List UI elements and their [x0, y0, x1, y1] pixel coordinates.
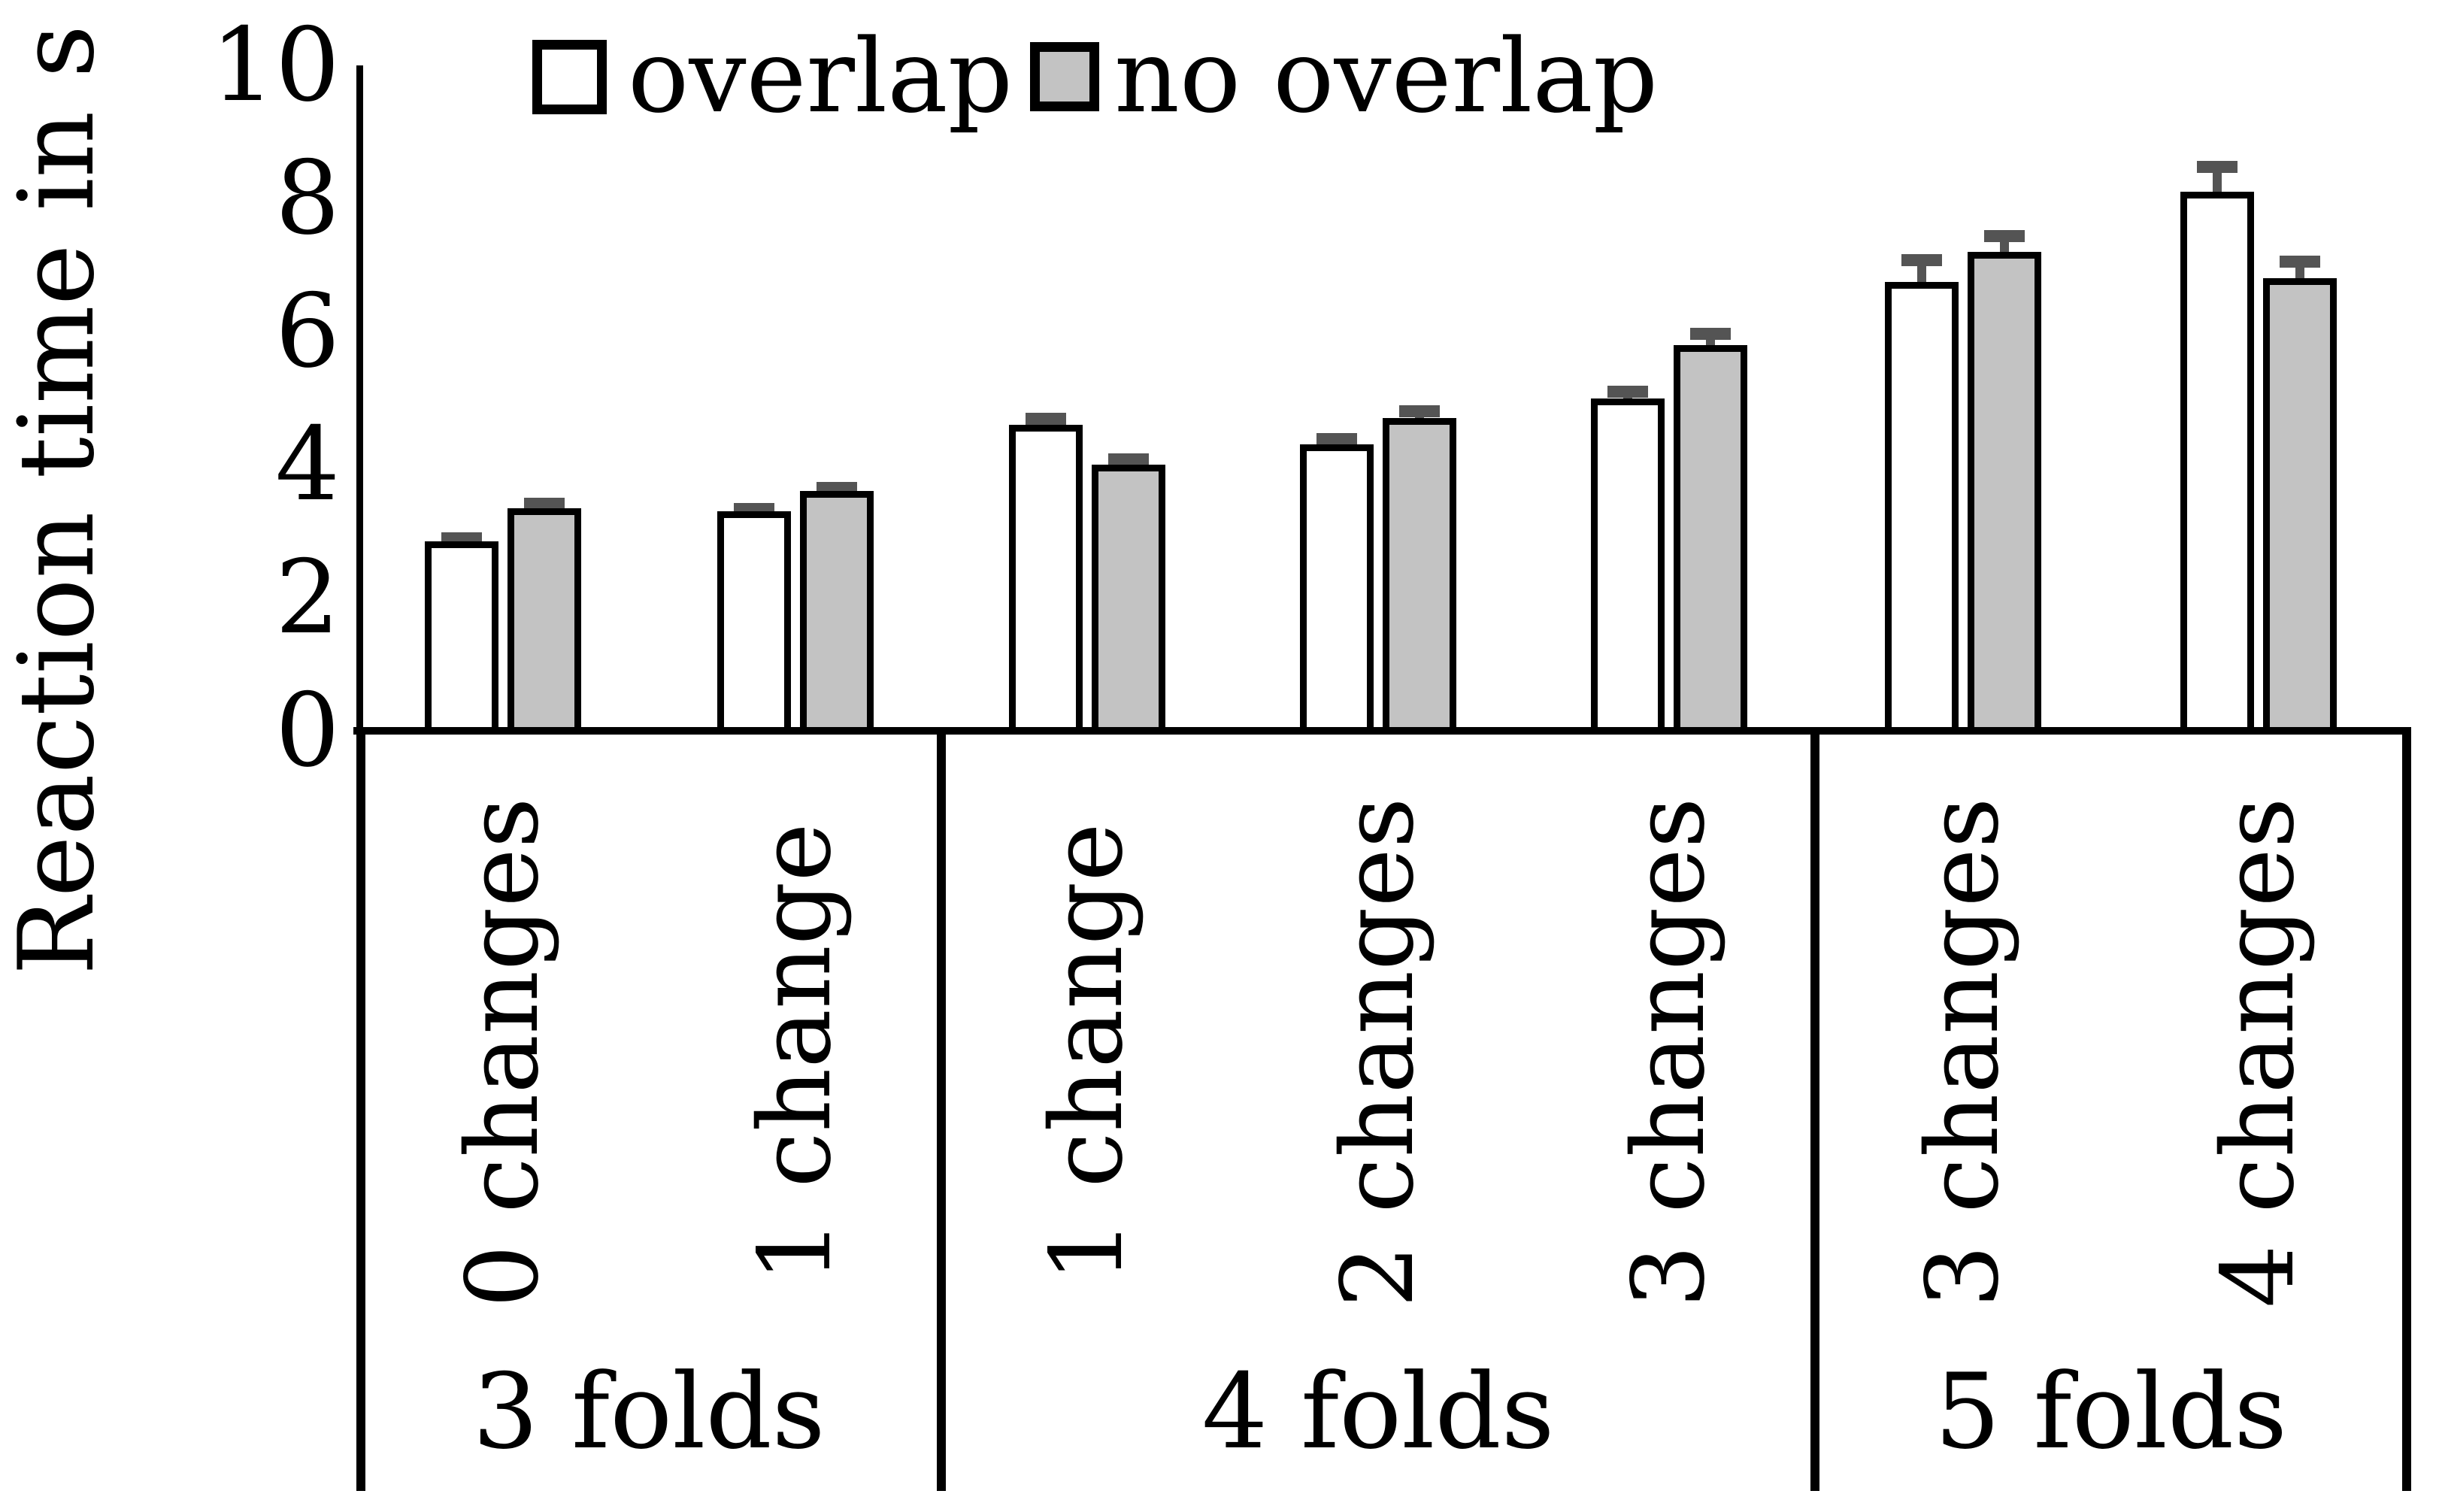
bar-no-overlap — [507, 508, 581, 734]
category-label: 2 changes — [1320, 797, 1436, 1308]
error-bar-cap — [2197, 161, 2238, 174]
error-bar-cap — [1025, 412, 1066, 425]
y-tick-label: 10 — [211, 6, 340, 124]
error-bar-cap — [1901, 254, 1942, 267]
error-bar-cap — [523, 498, 565, 511]
bar-no-overlap — [1674, 344, 1748, 734]
bar-no-overlap — [1383, 418, 1456, 734]
error-bar-stem — [2295, 266, 2305, 280]
error-bar-stem — [1706, 338, 1716, 347]
error-bar-cap — [2280, 256, 2321, 268]
category-label: 3 changes — [1904, 797, 2021, 1308]
y-tick-label: 6 — [275, 272, 340, 390]
error-bar-cap — [1690, 327, 1732, 340]
bar-overlap — [424, 541, 498, 734]
error-bar-cap — [1399, 405, 1440, 418]
error-bar-stem — [1623, 395, 1633, 400]
category-label: 0 changes — [444, 797, 561, 1308]
legend-swatch-overlap — [532, 40, 607, 114]
y-tick-label: 4 — [275, 405, 340, 523]
error-bar-cap — [1607, 385, 1649, 398]
error-bar-cap — [816, 482, 857, 494]
legend: overlap no overlap — [0, 0, 2439, 150]
error-bar-cap — [1983, 229, 2025, 242]
category-label: 1 change — [737, 823, 853, 1283]
legend-label-no-overlap: no overlap — [1114, 17, 1659, 135]
x-axis-baseline — [353, 727, 2410, 735]
group-label: 5 folds — [1934, 1351, 2288, 1472]
y-axis-line — [356, 65, 363, 735]
bar-overlap — [1884, 281, 1959, 734]
y-tick-label: 0 — [275, 671, 340, 789]
group-divider — [937, 727, 946, 1491]
legend-swatch-no-overlap — [1030, 42, 1099, 111]
group-label: 3 folds — [472, 1351, 826, 1472]
bar-no-overlap — [1967, 251, 2041, 734]
table-left-border — [356, 727, 365, 1491]
bar-overlap — [2180, 192, 2255, 734]
error-bar-stem — [1916, 265, 1926, 283]
error-bar-stem — [1415, 416, 1424, 420]
bar-no-overlap — [1091, 465, 1165, 734]
bar-overlap — [1591, 398, 1665, 734]
table-right-border — [2402, 727, 2411, 1491]
category-label: 3 changes — [1611, 797, 1728, 1308]
bar-no-overlap — [2263, 278, 2338, 734]
category-label: 4 changes — [2201, 797, 2317, 1308]
bar-overlap — [1008, 424, 1083, 734]
error-bar-stem — [2213, 171, 2222, 194]
y-axis-title: Reaction time in s — [0, 24, 117, 976]
bar-overlap — [1300, 444, 1374, 734]
legend-label-overlap: overlap — [628, 17, 1013, 135]
error-bar-cap — [1107, 453, 1149, 465]
group-divider — [1810, 727, 1819, 1491]
group-label: 4 folds — [1201, 1351, 1555, 1472]
y-tick-label: 2 — [275, 538, 340, 656]
y-tick-label: 8 — [275, 139, 340, 257]
bar-overlap — [717, 511, 791, 734]
category-label: 1 change — [1029, 823, 1145, 1283]
bar-no-overlap — [799, 491, 874, 734]
error-bar-cap — [1316, 433, 1357, 446]
error-bar-stem — [1999, 240, 2009, 253]
